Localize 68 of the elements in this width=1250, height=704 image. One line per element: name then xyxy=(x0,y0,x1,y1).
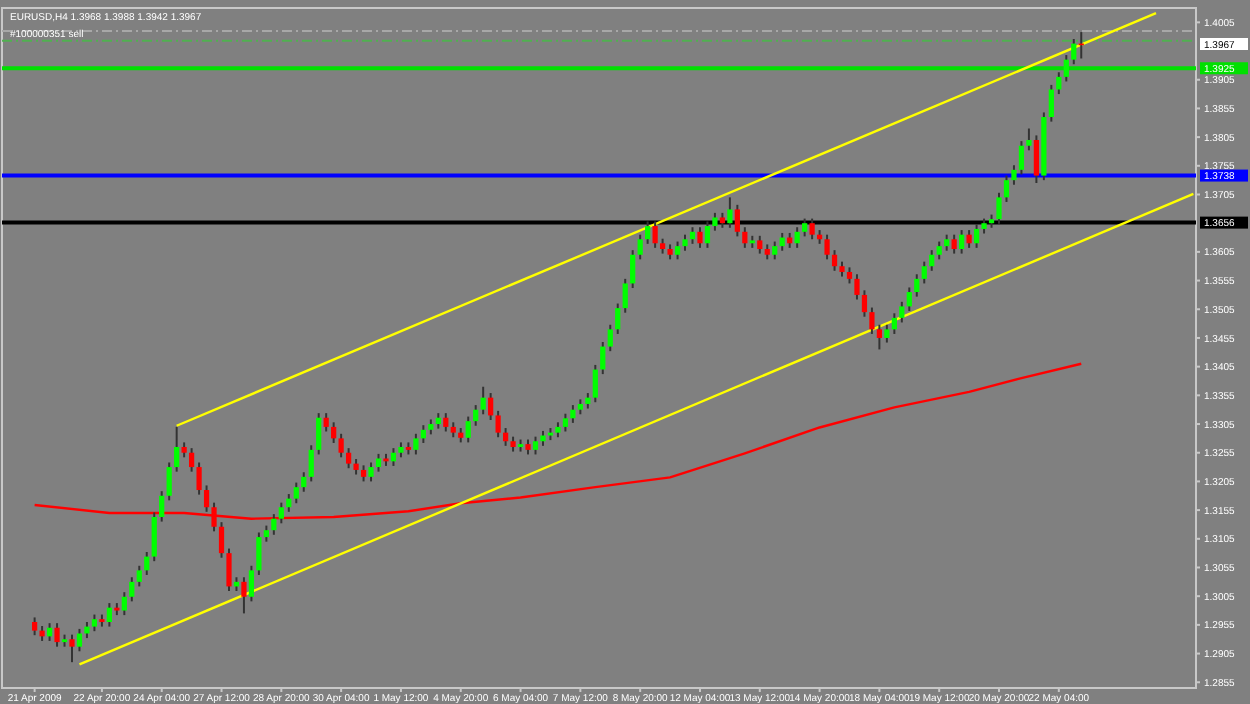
candlestick xyxy=(742,226,748,249)
candlestick xyxy=(480,385,486,416)
candlestick xyxy=(413,432,419,456)
candlestick xyxy=(338,432,344,459)
candlestick xyxy=(1018,140,1025,176)
candlestick xyxy=(727,196,733,229)
candlestick xyxy=(465,415,471,444)
candlestick xyxy=(323,412,329,433)
candlestick xyxy=(831,249,838,272)
candlestick xyxy=(106,602,112,628)
candlestick xyxy=(734,203,740,238)
candlestick xyxy=(899,300,905,324)
candlestick xyxy=(704,220,711,249)
candlestick xyxy=(637,233,643,261)
line-series xyxy=(33,362,1083,520)
candlestick xyxy=(1063,54,1069,83)
candlestick xyxy=(271,513,277,536)
candlestick xyxy=(69,633,75,664)
candlestick xyxy=(697,226,703,249)
candlestick xyxy=(278,501,284,525)
candlestick xyxy=(316,412,322,456)
candlestick xyxy=(600,340,606,376)
candlestick xyxy=(794,226,800,249)
candlestick xyxy=(293,481,299,505)
candlestick xyxy=(1071,37,1077,66)
candlestick xyxy=(1033,134,1040,185)
candlestick xyxy=(921,260,927,285)
candlestick xyxy=(929,249,935,272)
candlestick xyxy=(951,233,957,255)
candlestick xyxy=(652,220,658,249)
candlestick xyxy=(368,461,374,483)
candlestick xyxy=(308,444,314,483)
candlestick xyxy=(345,447,352,470)
candlestick xyxy=(443,412,449,433)
candlestick xyxy=(241,576,247,615)
candlestick xyxy=(824,233,830,261)
candlestick xyxy=(906,286,912,312)
candlestick xyxy=(54,622,60,648)
candlestick xyxy=(121,591,127,617)
candlestick xyxy=(973,223,980,249)
candlestick xyxy=(607,323,613,353)
candlestick xyxy=(1026,127,1032,152)
candlestick xyxy=(129,576,135,603)
candlestick xyxy=(76,627,83,653)
candlestick xyxy=(592,363,598,404)
candlestick xyxy=(151,511,157,563)
candlestick xyxy=(166,461,172,502)
candlestick xyxy=(301,471,307,493)
candlestick xyxy=(256,531,262,576)
candlestick xyxy=(959,229,965,255)
candlestick xyxy=(1056,71,1062,96)
candlestick xyxy=(914,273,920,298)
candlestick xyxy=(488,392,494,422)
candlestick xyxy=(1048,83,1054,123)
candlestick xyxy=(144,551,150,576)
candlestick xyxy=(622,277,628,314)
candlestick xyxy=(248,564,255,603)
candlestick xyxy=(174,425,180,473)
candlestick xyxy=(809,217,815,241)
candlestick xyxy=(331,421,337,444)
candlestick xyxy=(630,249,636,290)
candlestick xyxy=(495,409,501,439)
candlestick xyxy=(891,312,897,335)
candlestick xyxy=(473,404,479,427)
candlestick xyxy=(159,490,165,523)
candlestick xyxy=(136,564,142,588)
candlestick xyxy=(615,302,621,335)
candlestick xyxy=(645,220,651,245)
